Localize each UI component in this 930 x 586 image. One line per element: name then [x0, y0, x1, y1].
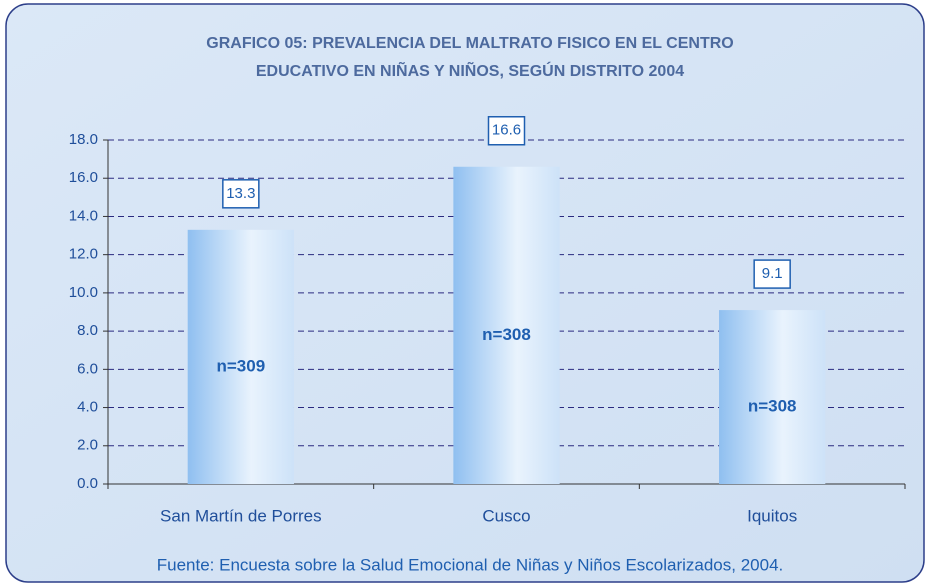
sample-size-label: n=308: [482, 325, 531, 344]
y-tick-label: 2.0: [77, 437, 98, 454]
x-tick-label: Cusco: [482, 506, 530, 525]
bar: [453, 166, 560, 484]
chart-subtitle: EDUCATIVO EN NIÑAS Y NIÑOS, SEGÚN DISTRI…: [256, 60, 684, 80]
value-label-box: [222, 179, 260, 209]
chart-title: GRAFICO 05: PREVALENCIA DEL MALTRATO FIS…: [206, 35, 733, 52]
value-label: 13.3: [226, 185, 255, 202]
value-label-box: [487, 116, 526, 146]
value-label: 9.1: [762, 265, 783, 282]
y-tick-label: 16.0: [69, 169, 98, 186]
bar: [187, 229, 294, 484]
value-label: 16.6: [492, 122, 521, 139]
y-tick-label: 14.0: [69, 207, 98, 224]
source-note: Fuente: Encuesta sobre la Salud Emociona…: [157, 555, 784, 574]
y-tick-label: 18.0: [69, 131, 98, 148]
x-tick-label: Iquitos: [747, 506, 797, 525]
y-tick-label: 8.0: [77, 322, 98, 339]
x-tick-label: San Martín de Porres: [160, 506, 322, 525]
value-label-box: [753, 259, 791, 289]
y-tick-label: 10.0: [69, 284, 98, 301]
y-tick-label: 0.0: [77, 475, 98, 492]
y-tick-label: 6.0: [77, 360, 98, 377]
sample-size-label: n=308: [748, 397, 797, 416]
bar: [719, 310, 826, 484]
y-tick-label: 4.0: [77, 399, 98, 416]
y-tick-label: 12.0: [69, 246, 98, 263]
sample-size-label: n=309: [216, 356, 265, 375]
